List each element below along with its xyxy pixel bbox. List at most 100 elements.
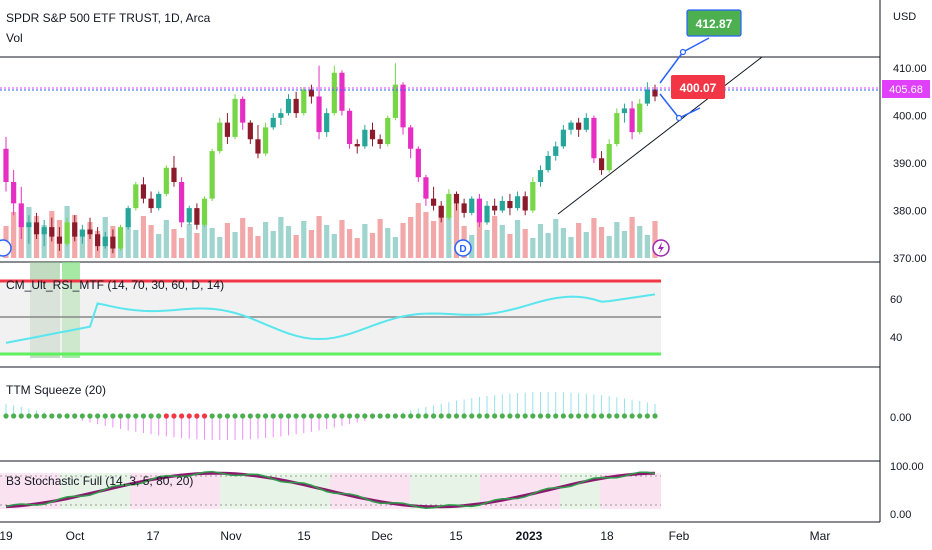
stochastic-zone-3 bbox=[130, 473, 220, 509]
volume-bar bbox=[530, 238, 536, 258]
candle-body bbox=[156, 193, 162, 209]
candle-body bbox=[56, 236, 63, 244]
earnings-marker[interactable] bbox=[652, 239, 670, 257]
time-tick-label: Feb bbox=[669, 529, 690, 543]
ttm-squeeze-dot bbox=[163, 413, 169, 419]
ttm-squeeze-histogram bbox=[3, 392, 658, 440]
candle-body bbox=[438, 205, 444, 218]
target-label-upper[interactable]: 412.87 bbox=[686, 9, 742, 37]
candle-body bbox=[3, 148, 9, 182]
candle-body bbox=[576, 122, 582, 130]
candle-body bbox=[537, 170, 544, 182]
ttm-squeeze-dot bbox=[217, 413, 223, 419]
volume-bar bbox=[354, 238, 360, 258]
ttm-panel-label[interactable]: TTM Squeeze (20) bbox=[6, 383, 106, 397]
candle-body bbox=[621, 108, 628, 114]
volume-bar bbox=[140, 216, 147, 258]
support-trendline[interactable] bbox=[557, 56, 763, 215]
volume-bar bbox=[453, 202, 460, 258]
candle-body bbox=[469, 198, 475, 213]
ttm-squeeze-dot bbox=[377, 413, 383, 419]
volume-bar bbox=[430, 221, 437, 258]
stochastic-panel-label[interactable]: B3 Stochastic Full (14, 3, 5, 80, 20) bbox=[6, 474, 193, 488]
ttm-squeeze-dot bbox=[117, 413, 124, 419]
time-tick-label: Mar bbox=[810, 529, 831, 543]
dividend-marker-circle-1 bbox=[0, 239, 12, 257]
ttm-squeeze-dot bbox=[430, 413, 437, 419]
last-price-tag: 405.68 bbox=[882, 80, 930, 98]
volume-bar bbox=[362, 224, 368, 258]
ttm-squeeze-dot bbox=[41, 413, 47, 419]
time-axis[interactable]: 19 Oct 17 Nov 15 Dec 15 2023 18 Feb Mar bbox=[0, 529, 830, 543]
ttm-squeeze-dot bbox=[26, 413, 32, 419]
dividend-marker-2[interactable]: D bbox=[454, 239, 472, 257]
volume-bar bbox=[560, 228, 566, 258]
volume-bar bbox=[240, 218, 246, 258]
volume-bar bbox=[171, 229, 177, 258]
candle-body bbox=[553, 146, 559, 156]
ttm-squeeze-dot bbox=[232, 413, 238, 419]
price-tick-label: 410.00 bbox=[893, 63, 927, 75]
volume-bar bbox=[163, 220, 169, 258]
ttm-squeeze-dot bbox=[33, 413, 40, 419]
volume-bar bbox=[476, 221, 482, 258]
ttm-squeeze-dot bbox=[461, 413, 467, 419]
ttm-squeeze-dot bbox=[598, 413, 605, 419]
volume-bar bbox=[247, 227, 253, 258]
target-label-lower-text: 400.07 bbox=[680, 81, 717, 95]
ttm-squeeze-dot bbox=[79, 413, 85, 419]
ttm-squeeze-dot bbox=[171, 413, 177, 419]
ttm-squeeze-dot bbox=[644, 413, 650, 419]
ttm-squeeze-dot bbox=[362, 413, 368, 419]
volume-bar bbox=[201, 219, 208, 258]
volume-bar bbox=[324, 225, 330, 258]
volume-bar bbox=[576, 223, 582, 258]
ttm-squeeze-dot bbox=[400, 413, 406, 419]
ttm-squeeze-dot bbox=[606, 413, 612, 419]
volume-bar bbox=[263, 222, 269, 258]
volume-bar bbox=[400, 223, 406, 258]
ttm-squeeze-dot bbox=[224, 413, 231, 419]
candle-body bbox=[255, 139, 261, 154]
target-label-lower[interactable]: 400.07 bbox=[671, 75, 725, 99]
volume-bar bbox=[545, 233, 551, 258]
candle-body bbox=[476, 198, 482, 223]
candle-body bbox=[614, 113, 620, 144]
volume-bar bbox=[415, 203, 421, 258]
ttm-squeeze-dot bbox=[324, 413, 330, 419]
candle-body bbox=[499, 201, 505, 211]
ttm-squeeze-dot bbox=[507, 413, 513, 419]
candle-body bbox=[346, 110, 353, 144]
time-tick-label: 2023 bbox=[516, 529, 543, 543]
candle-body bbox=[186, 208, 192, 223]
volume-bar bbox=[377, 219, 383, 258]
symbol-title: SPDR S&P 500 ETF TRUST, 1D, Arca bbox=[6, 11, 211, 25]
ttm-squeeze-dot bbox=[499, 413, 505, 419]
ttm-squeeze-dot bbox=[64, 413, 70, 419]
time-tick-label: 15 bbox=[297, 529, 311, 543]
projection-arrows[interactable] bbox=[659, 37, 710, 122]
stochastic-axis-0: 0.00 bbox=[890, 509, 911, 521]
time-tick-label: Oct bbox=[66, 529, 85, 543]
rsi-axis-60: 60 bbox=[890, 294, 902, 306]
candle-body bbox=[217, 122, 223, 152]
volume-bar bbox=[133, 230, 139, 258]
ttm-squeeze-dot bbox=[614, 413, 620, 419]
ttm-squeeze-dot bbox=[125, 413, 131, 419]
candle-body bbox=[522, 196, 528, 211]
candle-body bbox=[87, 229, 93, 235]
volume-bar bbox=[621, 231, 628, 258]
price-axis[interactable]: 410.00 400.00 390.00 380.00 370.00 bbox=[893, 63, 927, 265]
rsi-panel-label[interactable]: CM_Ult_RSI_MTF (14, 70, 30, 60, D, 14) bbox=[6, 278, 224, 292]
dividend-marker-1[interactable] bbox=[0, 239, 12, 257]
stochastic-zone-6 bbox=[410, 473, 480, 509]
volume-bar bbox=[591, 218, 597, 258]
volume-bar bbox=[492, 216, 498, 258]
volume-bar bbox=[514, 220, 521, 258]
candle-body bbox=[400, 84, 406, 128]
candle-body bbox=[339, 72, 345, 111]
ttm-squeeze-dot bbox=[629, 413, 635, 419]
candle-body bbox=[110, 236, 116, 249]
candle-body bbox=[301, 89, 307, 114]
